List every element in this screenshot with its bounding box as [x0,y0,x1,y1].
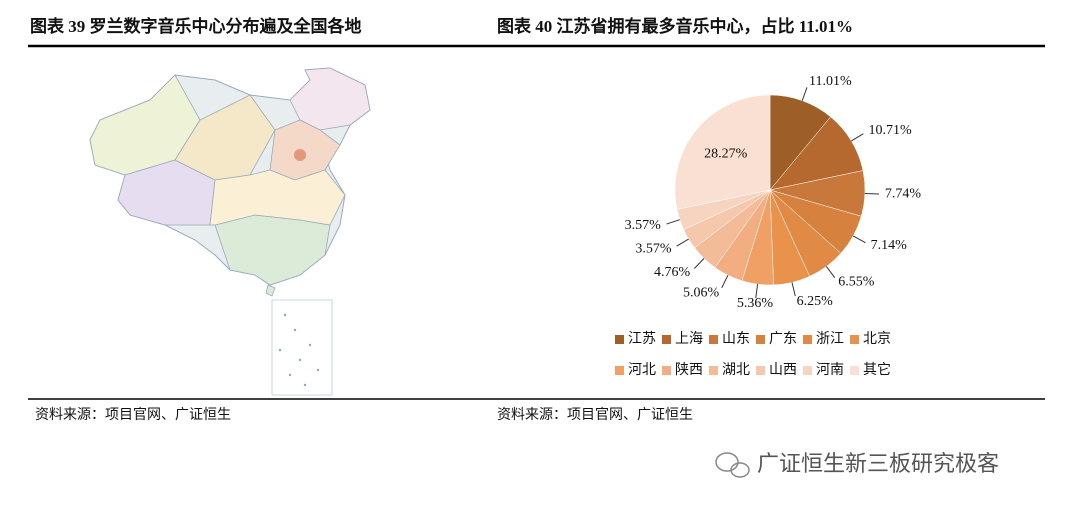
data-label: 11.01% [809,74,852,89]
legend-swatch [850,335,859,344]
legend-swatch [803,366,812,375]
legend-label: 河北 [628,362,656,378]
chart-source: 资料来源：项目官网、广证恒生 [497,407,693,423]
map-title: 图表 39 罗兰数字音乐中心分布遍及全国各地 [30,16,362,36]
legend-label: 陕西 [675,362,703,378]
legend-label: 其它 [863,361,891,378]
legend-swatch [850,366,859,375]
leader-line [721,274,729,288]
legend-swatch [615,366,624,375]
watermark-icon [715,452,750,478]
data-label: 5.06% [683,285,720,300]
leader-line [801,87,808,101]
china-map [89,67,371,396]
legend-label: 河南 [816,362,844,378]
legend-swatch [756,335,765,344]
data-label: 4.76% [654,265,691,280]
legend-label: 江苏 [628,331,656,347]
chart-title: 图表 40 江苏省拥有最多音乐中心，占比 11.01% [497,16,853,36]
leader-line [666,219,680,225]
data-label: 6.55% [838,275,875,290]
legend-label: 浙江 [816,331,844,347]
data-label: 7.14% [871,238,908,253]
pie-slice [674,94,771,210]
watermark: 广证恒生新三板研究极客 [757,451,999,476]
data-label: 6.25% [797,294,834,309]
data-label: 3.57% [635,242,672,257]
legend-label: 广东 [769,331,797,347]
data-label: 5.36% [737,296,774,311]
legend-label: 山东 [722,331,750,347]
leader-line [676,238,689,247]
legend-swatch [615,335,624,344]
data-label: 10.71% [868,123,912,138]
legend-label: 北京 [863,331,891,347]
legend-label: 山西 [769,362,797,378]
legend-swatch [803,335,812,344]
data-label: 3.57% [625,218,662,233]
legend-swatch [662,335,671,344]
data-label: 28.27% [704,146,748,161]
legend-swatch [709,335,718,344]
pie-slice [769,94,831,191]
leader-line [851,133,864,142]
map-source: 资料来源：项目官网、广证恒生 [35,407,231,423]
legend-label: 湖北 [722,362,750,378]
data-label: 7.74% [885,186,922,201]
leader-line [864,193,879,195]
leader-line [791,282,796,297]
legend-label: 上海 [675,331,703,347]
leader-line [755,284,759,299]
legend-swatch [756,366,765,375]
leader-line [852,235,866,244]
legend-swatch [709,366,718,375]
leader-line [826,266,836,278]
legend-swatch [662,366,671,375]
leader-line [694,258,705,269]
